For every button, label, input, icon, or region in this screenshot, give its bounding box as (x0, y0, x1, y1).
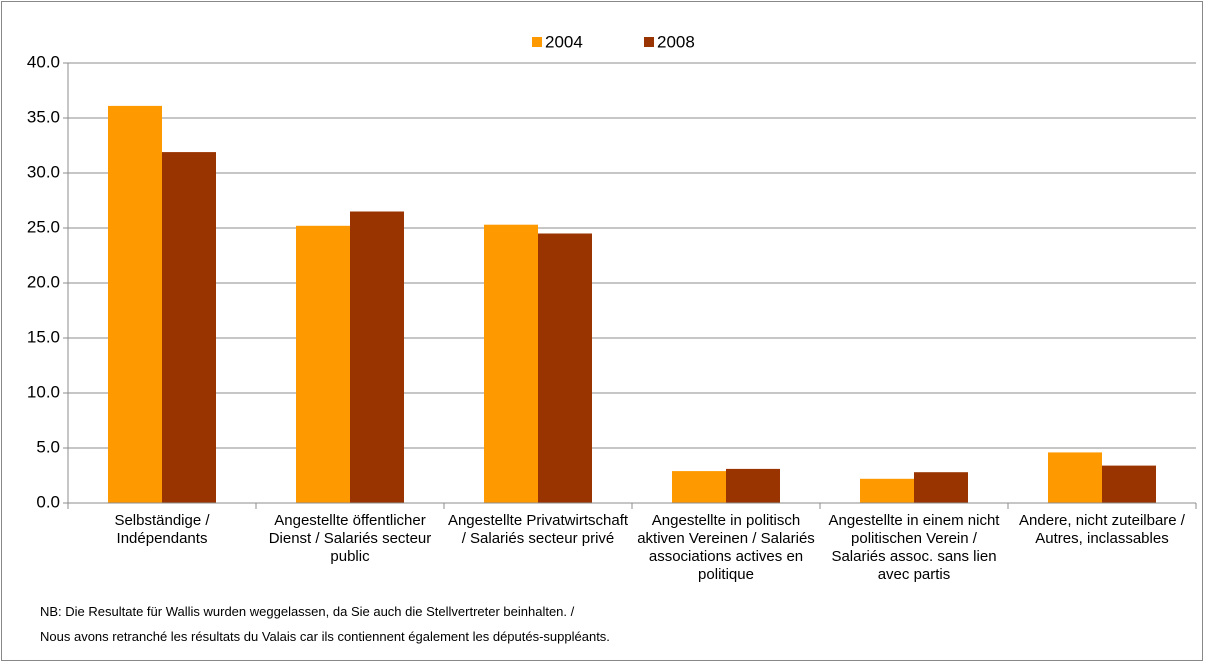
bar (1048, 452, 1102, 503)
x-tick-label: Angestellte in politisch aktiven Vereine… (637, 512, 815, 583)
bar (672, 471, 726, 503)
y-tick-label: 0.0 (36, 492, 60, 511)
y-tick-label: 40.0 (27, 52, 60, 71)
bar (350, 211, 404, 503)
x-tick-label: Angestellte Privatwirtschaft / Salariés … (447, 512, 629, 547)
legend-label: 2008 (657, 32, 695, 51)
bar (1102, 465, 1156, 503)
bar (860, 478, 914, 503)
x-tick-label: Andere, nicht zuteilbare / Autres, incla… (1019, 512, 1185, 547)
y-tick-label: 30.0 (27, 162, 60, 181)
y-tick-label: 35.0 (27, 107, 60, 126)
legend-swatch (644, 37, 654, 47)
legend-label: 2004 (545, 32, 583, 51)
bar (296, 225, 350, 504)
bar (538, 233, 592, 503)
footnote: Nous avons retranché les résultats du Va… (40, 629, 610, 644)
bar (484, 224, 538, 503)
x-tick-label: Selbständige / Indépendants (114, 512, 210, 547)
x-tick-label: Angestellte öffentlicher Dienst / Salari… (268, 512, 432, 565)
y-tick-label: 5.0 (36, 437, 60, 456)
footnote: NB: Die Resultate für Wallis wurden wegg… (40, 604, 575, 619)
y-tick-label: 15.0 (27, 327, 60, 346)
legend-swatch (532, 37, 542, 47)
bar (726, 468, 780, 503)
y-tick-label: 10.0 (27, 382, 60, 401)
bar (108, 105, 162, 504)
y-tick-label: 25.0 (27, 217, 60, 236)
bar (914, 472, 968, 503)
x-tick-label: Angestellte in einem nicht politischen V… (828, 512, 1000, 583)
y-tick-label: 20.0 (27, 272, 60, 291)
bar (162, 152, 216, 503)
